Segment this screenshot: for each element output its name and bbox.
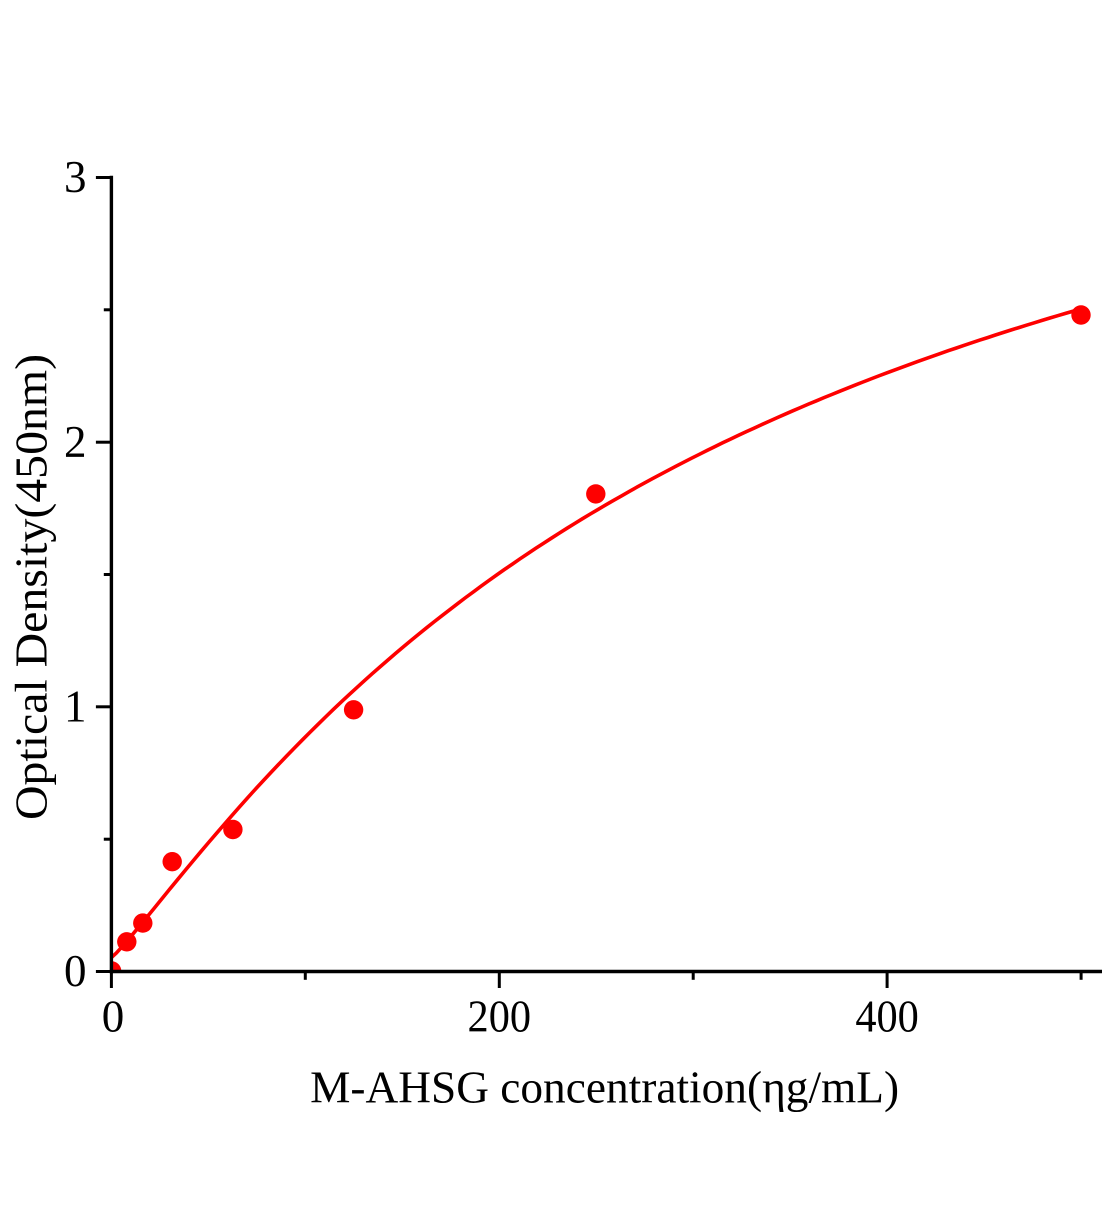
svg-text:200: 200 xyxy=(468,991,532,1041)
svg-text:2: 2 xyxy=(64,417,87,467)
svg-text:0: 0 xyxy=(102,991,125,1041)
svg-text:1: 1 xyxy=(64,681,87,731)
svg-text:3: 3 xyxy=(64,152,87,202)
svg-text:M-AHSG concentration(ηg/mL): M-AHSG concentration(ηg/mL) xyxy=(310,1062,899,1112)
svg-text:Optical Density(450nm): Optical Density(450nm) xyxy=(7,354,57,820)
svg-text:400: 400 xyxy=(855,991,919,1041)
svg-text:0: 0 xyxy=(64,946,87,996)
